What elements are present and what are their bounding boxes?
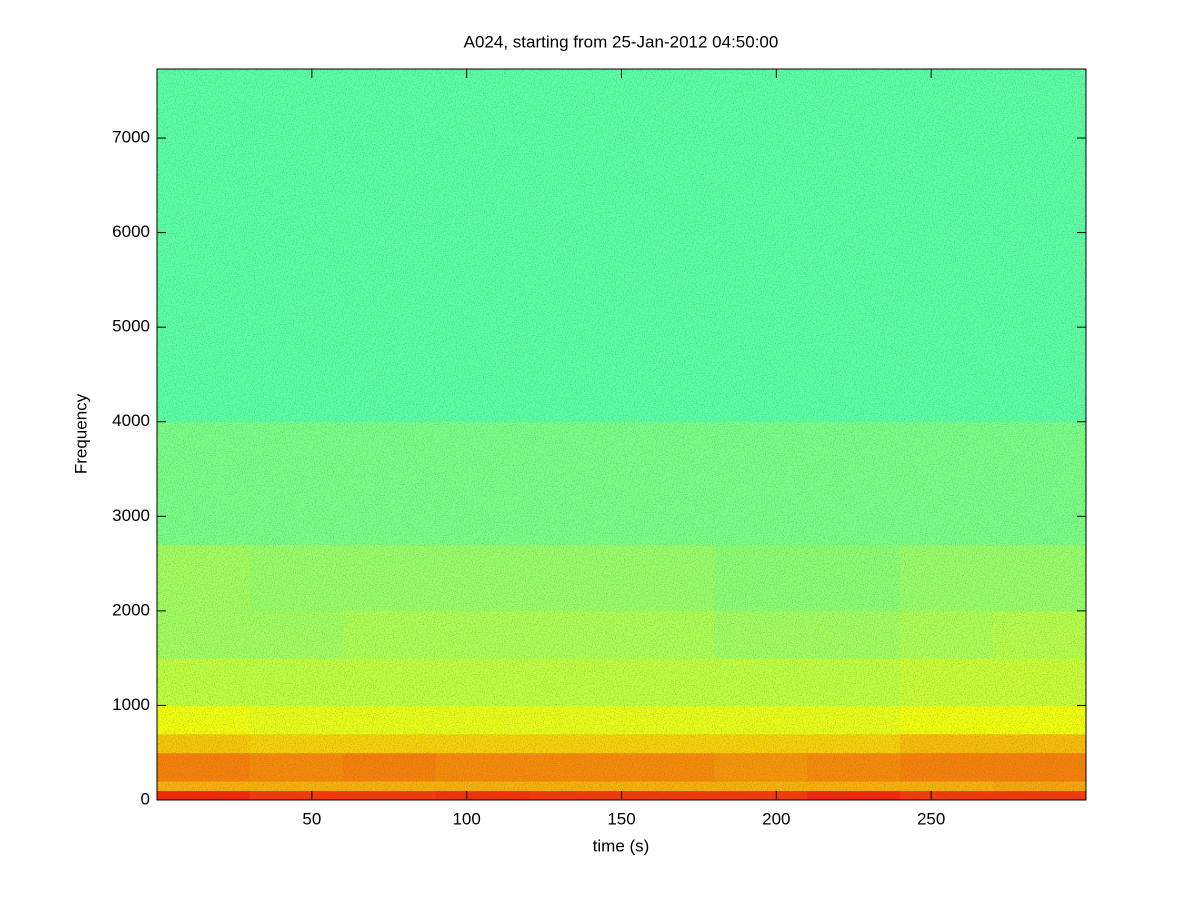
y-axis-label: Frequency — [71, 393, 90, 474]
y-tick-label: 6000 — [112, 222, 150, 241]
x-tick-label: 50 — [302, 809, 321, 828]
chart-title: A024, starting from 25-Jan-2012 04:50:00 — [464, 32, 779, 51]
y-tick-label: 7000 — [112, 128, 150, 147]
x-tick-label: 200 — [762, 809, 790, 828]
y-tick-label: 1000 — [112, 695, 150, 714]
x-tick-label: 150 — [607, 809, 635, 828]
y-tick-label: 2000 — [112, 600, 150, 619]
x-tick-label: 100 — [452, 809, 480, 828]
y-tick-label: 4000 — [112, 411, 150, 430]
noise-texture — [157, 69, 1086, 800]
y-tick-label: 3000 — [112, 506, 150, 525]
y-tick-label: 5000 — [112, 317, 150, 336]
x-axis-label: time (s) — [593, 836, 650, 855]
x-tick-label: 250 — [917, 809, 945, 828]
y-tick-label: 0 — [141, 789, 150, 808]
